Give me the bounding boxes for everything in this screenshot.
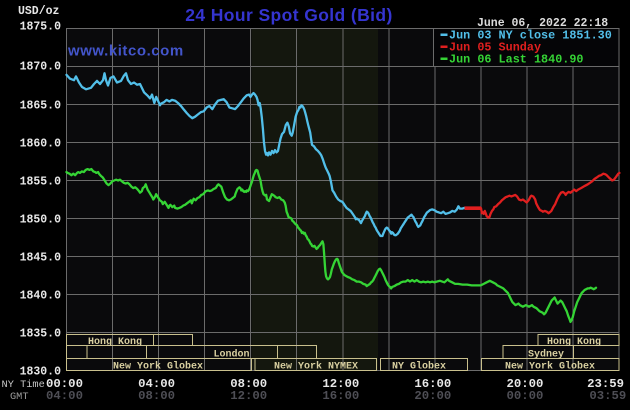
svg-text:www.kitco.com: www.kitco.com bbox=[67, 43, 184, 60]
svg-text:20:00: 20:00 bbox=[414, 389, 451, 403]
svg-text:16:00: 16:00 bbox=[414, 377, 451, 391]
svg-text:1845.0: 1845.0 bbox=[20, 252, 62, 265]
svg-text:23:59: 23:59 bbox=[587, 377, 624, 391]
svg-text:20:00: 20:00 bbox=[506, 377, 543, 391]
svg-text:Hong Kong: Hong Kong bbox=[88, 337, 142, 348]
svg-text:16:00: 16:00 bbox=[322, 389, 359, 403]
svg-text:1875.0: 1875.0 bbox=[20, 21, 62, 34]
svg-text:24 Hour Spot Gold (Bid): 24 Hour Spot Gold (Bid) bbox=[185, 5, 393, 25]
svg-text:Jun 03 NY close 1851.30: Jun 03 NY close 1851.30 bbox=[449, 29, 612, 43]
svg-text:1830.0: 1830.0 bbox=[20, 366, 62, 379]
svg-text:1870.0: 1870.0 bbox=[20, 61, 62, 74]
svg-text:1835.0: 1835.0 bbox=[20, 328, 62, 341]
svg-text:08:00: 08:00 bbox=[138, 389, 175, 403]
svg-text:1850.0: 1850.0 bbox=[20, 214, 62, 227]
svg-text:03:59: 03:59 bbox=[589, 389, 626, 403]
svg-text:Hong Kong: Hong Kong bbox=[547, 337, 601, 348]
svg-text:08:00: 08:00 bbox=[230, 377, 267, 391]
svg-text:NY Time: NY Time bbox=[2, 379, 45, 391]
svg-text:New York NYMEX: New York NYMEX bbox=[274, 361, 358, 373]
svg-text:12:00: 12:00 bbox=[230, 389, 267, 403]
svg-text:GMT: GMT bbox=[10, 391, 29, 403]
svg-text:1840.0: 1840.0 bbox=[20, 290, 62, 303]
svg-text:June 06, 2022 22:18: June 06, 2022 22:18 bbox=[477, 17, 608, 30]
svg-text:1855.0: 1855.0 bbox=[20, 176, 62, 189]
svg-text:Jun 06 Last 1840.90: Jun 06 Last 1840.90 bbox=[449, 53, 584, 67]
svg-text:1860.0: 1860.0 bbox=[20, 138, 62, 151]
svg-text:00:00: 00:00 bbox=[506, 389, 543, 403]
svg-text:NY Globex: NY Globex bbox=[392, 361, 446, 373]
svg-text:Jun 05 Sunday: Jun 05 Sunday bbox=[449, 41, 541, 55]
svg-text:London: London bbox=[213, 349, 249, 361]
svg-text:USD/oz: USD/oz bbox=[18, 5, 60, 18]
svg-text:New York Globex: New York Globex bbox=[113, 361, 203, 373]
svg-text:New York Globex: New York Globex bbox=[505, 361, 595, 373]
svg-text:1865.0: 1865.0 bbox=[20, 100, 62, 113]
svg-text:00:00: 00:00 bbox=[46, 377, 83, 391]
svg-text:04:00: 04:00 bbox=[46, 389, 83, 403]
svg-text:Sydney: Sydney bbox=[528, 349, 564, 361]
svg-text:12:00: 12:00 bbox=[322, 377, 359, 391]
svg-text:04:00: 04:00 bbox=[138, 377, 175, 391]
